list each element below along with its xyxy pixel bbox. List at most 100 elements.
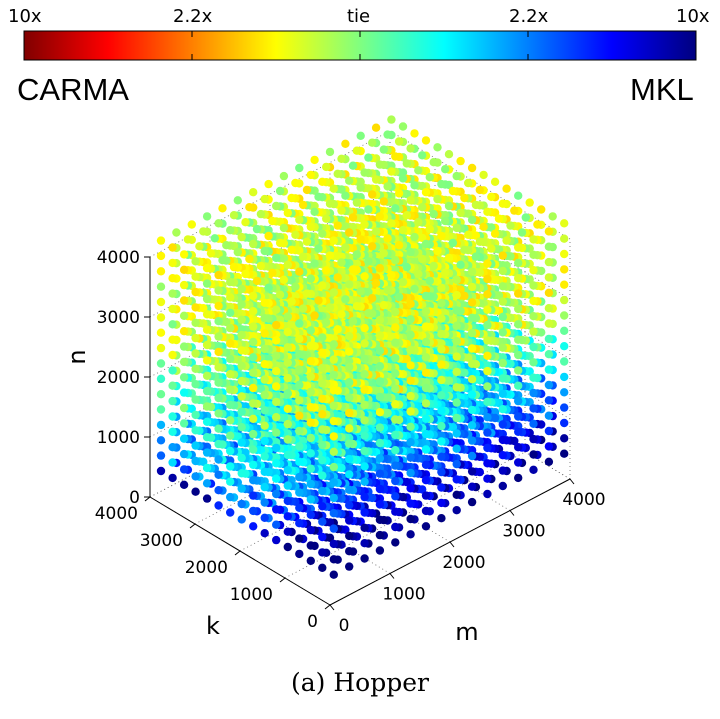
scatter-point <box>560 295 569 305</box>
scatter-point <box>249 353 258 362</box>
scatter-point <box>502 236 511 245</box>
k-tick <box>189 523 196 529</box>
scatter-point <box>272 489 281 499</box>
scatter-point <box>360 462 369 471</box>
scatter-point <box>437 375 446 385</box>
scatter-point <box>337 258 346 267</box>
scatter-point <box>360 492 369 502</box>
scatter-point <box>249 337 258 347</box>
scatter-point <box>283 450 292 460</box>
scatter-point <box>345 501 354 510</box>
m-tick <box>509 510 515 516</box>
scatter-point <box>375 346 385 355</box>
scatter-point <box>295 519 304 528</box>
scatter-point <box>345 439 354 448</box>
scatter-point <box>237 423 246 432</box>
scatter-point <box>421 445 431 454</box>
scatter-point <box>283 419 292 429</box>
k-tick-label: 1000 <box>230 585 273 605</box>
scatter-point <box>206 249 216 258</box>
scatter-point <box>441 216 450 226</box>
scatter-point <box>544 334 554 344</box>
scatter-point <box>375 423 385 432</box>
scatter-point <box>283 512 292 521</box>
scatter-point <box>498 420 507 429</box>
scatter-point <box>421 491 431 500</box>
scatter-point <box>529 312 538 321</box>
scatter-point <box>467 390 477 399</box>
scatter-point <box>352 250 362 259</box>
scatter-point <box>329 288 338 297</box>
scatter-point <box>306 341 315 350</box>
scatter-point <box>425 276 434 286</box>
scatter-point <box>437 483 446 492</box>
scatter-point <box>391 492 400 501</box>
scatter-point <box>241 218 250 227</box>
scatter-point <box>329 447 338 456</box>
scatter-point <box>318 471 327 480</box>
scatter-point <box>521 213 530 222</box>
scatter-point <box>191 303 200 312</box>
scatter-point <box>279 171 289 181</box>
scatter-point <box>329 555 338 564</box>
scatter-point <box>325 147 335 157</box>
scatter-point <box>364 257 373 266</box>
scatter-point <box>514 412 523 421</box>
k-tick-label: 0 <box>307 612 318 632</box>
scatter-point <box>479 222 488 231</box>
scatter-point <box>421 429 431 439</box>
scatter-point <box>498 435 507 445</box>
scatter-point <box>252 276 262 286</box>
scatter-point <box>260 360 269 369</box>
scatter-point <box>191 487 200 496</box>
scatter-point <box>191 364 200 373</box>
scatter-point <box>345 347 354 356</box>
scatter-point <box>318 177 327 186</box>
scatter-point <box>406 345 415 355</box>
scatter-point <box>437 391 446 400</box>
scatter-point <box>249 491 258 500</box>
scatter-point <box>560 449 569 458</box>
scatter-point <box>379 197 388 206</box>
scatter-point <box>464 230 473 239</box>
scatter-point <box>345 562 354 571</box>
scatter-point <box>406 391 415 401</box>
scatter-point <box>295 365 304 374</box>
scatter-point <box>156 420 166 430</box>
scatter-point <box>168 412 177 421</box>
scatter-point <box>371 227 381 236</box>
scatter-point <box>452 290 461 300</box>
scatter-point <box>379 145 388 154</box>
scatter-point <box>498 405 507 414</box>
scatter-point <box>329 386 338 395</box>
scatter-point <box>306 222 315 231</box>
scatter-point <box>202 264 212 273</box>
scatter-point <box>483 397 492 407</box>
scatter-point <box>514 274 523 283</box>
scatter-point <box>498 451 507 460</box>
m-tick <box>449 541 455 548</box>
scatter-point <box>529 419 538 428</box>
scatter-point <box>514 473 523 483</box>
scatter-point <box>237 515 246 524</box>
scatter-point <box>360 554 369 563</box>
scatter-point <box>490 177 500 186</box>
k-tick-label: 4000 <box>95 504 138 524</box>
scatter-point <box>421 322 431 331</box>
scatter-point <box>329 401 338 410</box>
scatter-point <box>360 220 369 229</box>
scatter-point <box>498 374 507 383</box>
scatter-point <box>371 279 381 288</box>
scatter-point <box>483 274 492 284</box>
scatter-point <box>437 452 446 461</box>
scatter-point <box>418 151 427 160</box>
scatter-point <box>514 366 523 375</box>
scatter-point <box>318 281 327 290</box>
scatter-point <box>410 181 419 190</box>
scatter-point <box>214 393 223 403</box>
scatter-point <box>325 199 335 208</box>
scatter-point <box>452 321 461 330</box>
scatter-point <box>345 362 354 372</box>
scatter-point <box>249 414 258 423</box>
scatter-point <box>318 333 327 342</box>
